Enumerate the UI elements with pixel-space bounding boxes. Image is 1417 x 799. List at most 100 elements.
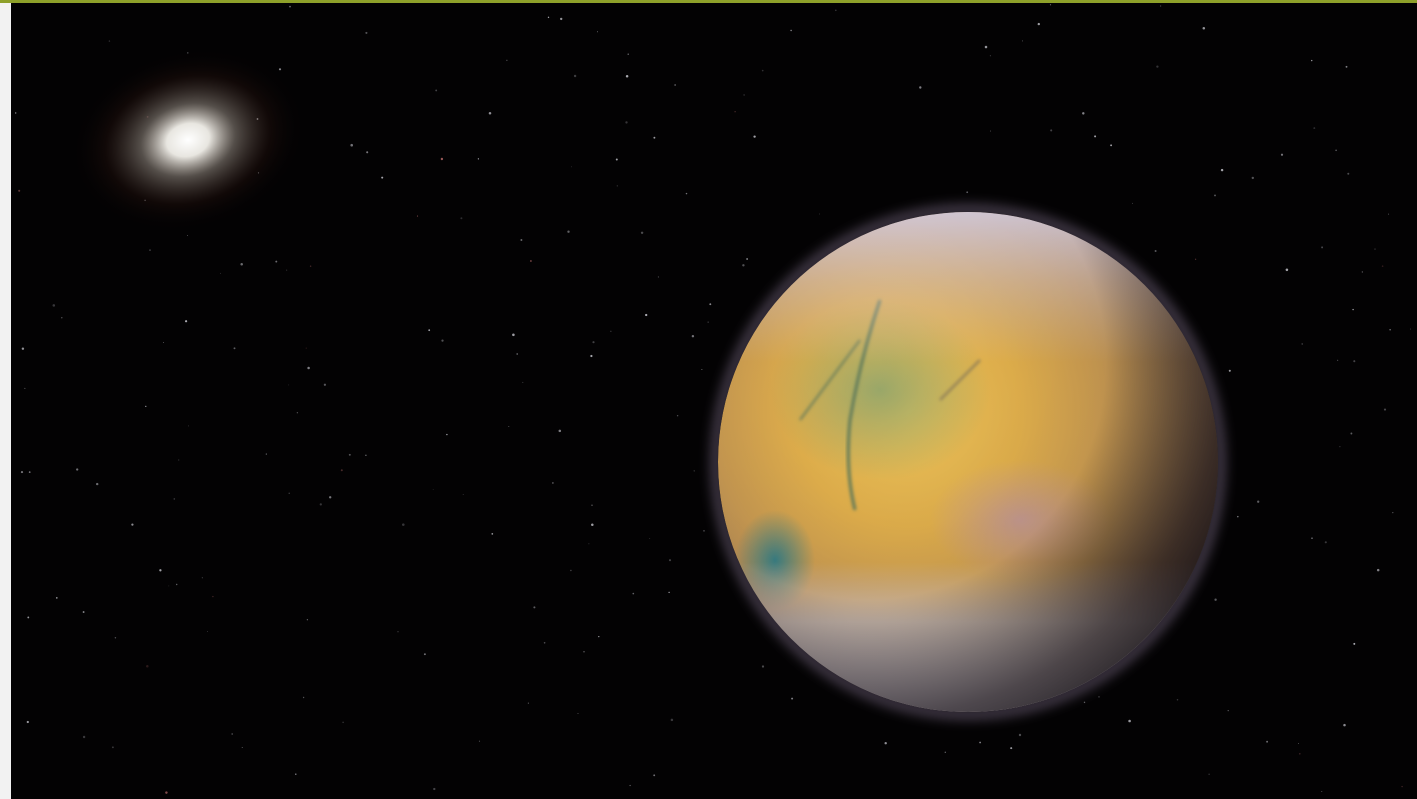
star — [342, 721, 344, 724]
star — [1237, 515, 1239, 518]
star — [516, 353, 519, 355]
star — [1266, 740, 1269, 743]
star — [703, 530, 705, 532]
star — [520, 239, 523, 241]
star-field — [15, 4, 1412, 794]
star — [529, 260, 532, 262]
star — [240, 263, 243, 266]
star — [1401, 785, 1403, 788]
star — [82, 611, 85, 613]
star — [26, 720, 29, 724]
star — [1350, 432, 1353, 435]
star — [265, 453, 267, 455]
star — [96, 482, 99, 486]
star — [1094, 135, 1097, 138]
star — [441, 339, 444, 342]
star — [309, 265, 312, 267]
star — [1214, 598, 1217, 601]
star — [1311, 537, 1313, 539]
star — [919, 86, 922, 89]
star — [402, 523, 405, 526]
star — [1353, 642, 1356, 645]
star — [159, 569, 162, 572]
planet-halo — [711, 205, 1225, 719]
star — [24, 387, 26, 389]
star — [231, 733, 234, 735]
star — [1202, 27, 1206, 30]
star — [508, 426, 510, 428]
star — [15, 112, 17, 114]
star — [1018, 733, 1022, 737]
star — [18, 189, 21, 192]
star — [20, 471, 24, 474]
star — [212, 595, 214, 598]
star — [288, 492, 290, 494]
star — [1376, 568, 1380, 572]
star — [590, 354, 593, 358]
star — [984, 45, 988, 49]
star — [645, 313, 648, 317]
star — [446, 433, 448, 436]
star — [163, 342, 164, 343]
star — [543, 641, 546, 644]
planet — [718, 212, 1218, 712]
star — [428, 329, 431, 332]
star — [1154, 249, 1157, 253]
terminator-shadow — [718, 212, 1218, 712]
star — [323, 383, 327, 386]
star — [381, 176, 384, 179]
star — [207, 631, 209, 632]
star — [149, 249, 151, 251]
star — [592, 341, 595, 344]
star — [432, 488, 434, 490]
star — [1392, 511, 1394, 514]
star — [329, 496, 332, 499]
star — [1311, 59, 1313, 62]
star — [1337, 359, 1339, 361]
star — [295, 773, 297, 775]
star — [668, 559, 672, 562]
star — [674, 84, 676, 86]
star — [552, 482, 554, 484]
star — [488, 111, 492, 115]
star — [21, 347, 25, 350]
distant-sun — [69, 47, 307, 233]
star — [571, 166, 572, 168]
star — [1297, 743, 1299, 745]
star — [1194, 258, 1197, 260]
star — [707, 321, 709, 323]
star — [108, 40, 111, 42]
star — [640, 231, 644, 235]
star — [527, 702, 529, 704]
top-border — [0, 0, 1417, 3]
star — [583, 651, 585, 653]
star — [989, 55, 991, 57]
star — [615, 158, 618, 161]
star — [746, 258, 748, 260]
star — [306, 619, 309, 621]
star — [944, 751, 946, 753]
star — [979, 741, 981, 744]
star — [307, 366, 310, 370]
star — [233, 347, 236, 350]
star — [791, 697, 794, 700]
star — [28, 471, 31, 473]
star — [1176, 699, 1179, 701]
star — [653, 774, 656, 777]
star — [1298, 752, 1301, 755]
star — [884, 741, 887, 745]
star — [632, 592, 635, 595]
star — [278, 68, 282, 71]
star — [570, 569, 572, 572]
star — [512, 333, 515, 337]
star — [1374, 248, 1376, 250]
star — [573, 74, 577, 78]
star — [319, 503, 322, 506]
star — [477, 158, 480, 160]
star — [296, 412, 299, 414]
star — [753, 135, 756, 138]
star — [834, 9, 837, 12]
star — [460, 217, 463, 220]
